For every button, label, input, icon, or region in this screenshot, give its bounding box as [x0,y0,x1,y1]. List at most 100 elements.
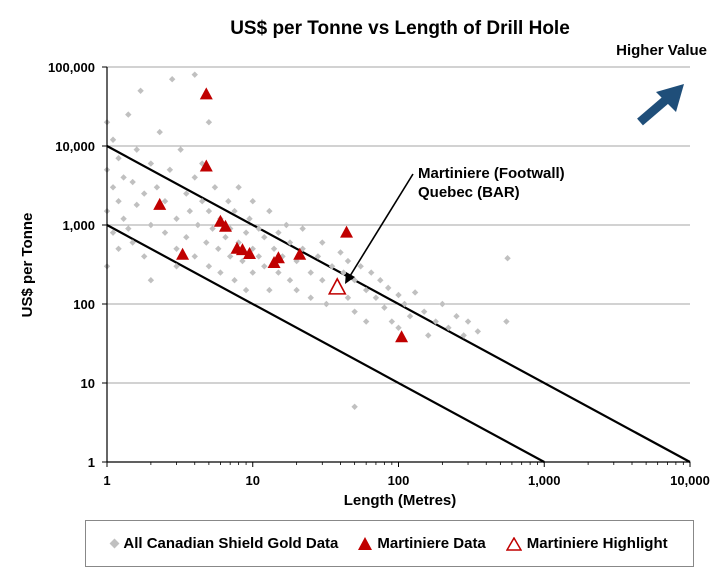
data-point [137,87,144,94]
data-point [388,318,396,325]
data-point [191,174,198,181]
data-point [328,263,336,270]
data-point [271,251,285,264]
chart-title: US$ per Tonne vs Length of Drill Hole [230,18,570,39]
data-point [235,243,249,256]
data-point [453,313,460,320]
x-axis-label: Length (Metres) [344,492,457,509]
data-point [381,304,388,311]
data-point [344,294,352,301]
callout-text-line2: Quebec (BAR) [418,184,520,201]
data-point [368,269,375,276]
data-point [340,269,347,276]
data-point [344,257,352,265]
y-axis-label: US$ per Tonne [19,213,36,318]
data-point [129,239,136,246]
data-point [337,249,344,256]
data-point [299,225,306,232]
data-point [120,215,127,222]
data-point [161,229,169,236]
data-point [425,332,432,339]
data-point [261,234,268,241]
data-point [120,174,127,181]
callout-arrow [345,173,414,284]
y-tick-label: 10,000 [55,139,95,154]
series-canadian-shield [103,71,511,410]
diamond-marker-icon [109,538,120,549]
x-tick-label: 10 [246,473,260,488]
data-point [261,263,268,270]
data-point [147,277,155,284]
data-point [176,247,190,260]
data-point [183,190,190,197]
y-tick-label: 1 [88,455,95,470]
data-point [191,253,198,260]
data-point [231,207,238,215]
data-point [173,263,180,270]
data-point [255,225,262,232]
callout-text-line1: Martiniere (Footwall) [418,165,565,182]
data-point [133,146,140,153]
data-point [283,221,290,229]
data-point [226,253,234,260]
data-point [147,221,155,229]
series-martiniere-highlight [327,277,347,295]
data-point [215,245,222,252]
data-point [125,111,132,118]
data-point [503,318,510,325]
data-point [109,136,117,143]
data-point [395,330,409,343]
reference-lines [106,145,691,463]
y-tick-label: 10 [81,376,95,391]
series-martiniere [153,87,409,343]
data-point [351,277,358,284]
data-point [401,300,408,308]
data-point [225,198,232,205]
data-point [205,263,213,270]
data-point [173,245,180,252]
data-point [249,269,256,276]
data-point [203,239,210,246]
data-point [153,184,161,191]
reference-line [106,145,691,463]
data-point [205,207,213,215]
legend-item-canadian-shield: All Canadian Shield Gold Data [109,535,339,552]
data-point [420,308,428,315]
data-point [141,253,148,260]
data-point [474,328,481,335]
data-point [504,254,511,262]
data-point [340,225,354,238]
data-point [147,160,155,167]
higher-value-label: Higher Value [616,42,707,59]
data-point [249,245,256,252]
data-point [293,247,307,260]
data-point [395,291,402,299]
data-point [235,184,242,191]
data-point [362,286,370,294]
data-point [242,229,250,236]
data-point [357,263,364,270]
data-point [199,87,213,100]
data-point [255,253,262,260]
y-tick-label: 1,000 [62,218,95,233]
data-point [406,313,414,320]
data-point [199,198,206,205]
data-point [211,184,219,191]
legend-label: All Canadian Shield Gold Data [123,535,339,552]
data-point [411,289,419,296]
tick-labels: 1 10 100 1,000 10,000 100,000 1 10 100 1,000 10,00… [48,60,710,488]
data-point [109,184,117,191]
data-point [327,277,347,295]
x-tick-label: 1 [103,473,110,488]
data-point [266,207,273,215]
data-point [286,239,294,246]
data-point [115,155,122,162]
data-point [231,277,238,284]
x-tick-label: 100 [388,473,410,488]
data-point [293,286,300,294]
data-point [314,253,322,260]
y-tick-label: 100 [73,297,95,312]
data-point [109,229,117,236]
data-point [307,294,314,301]
